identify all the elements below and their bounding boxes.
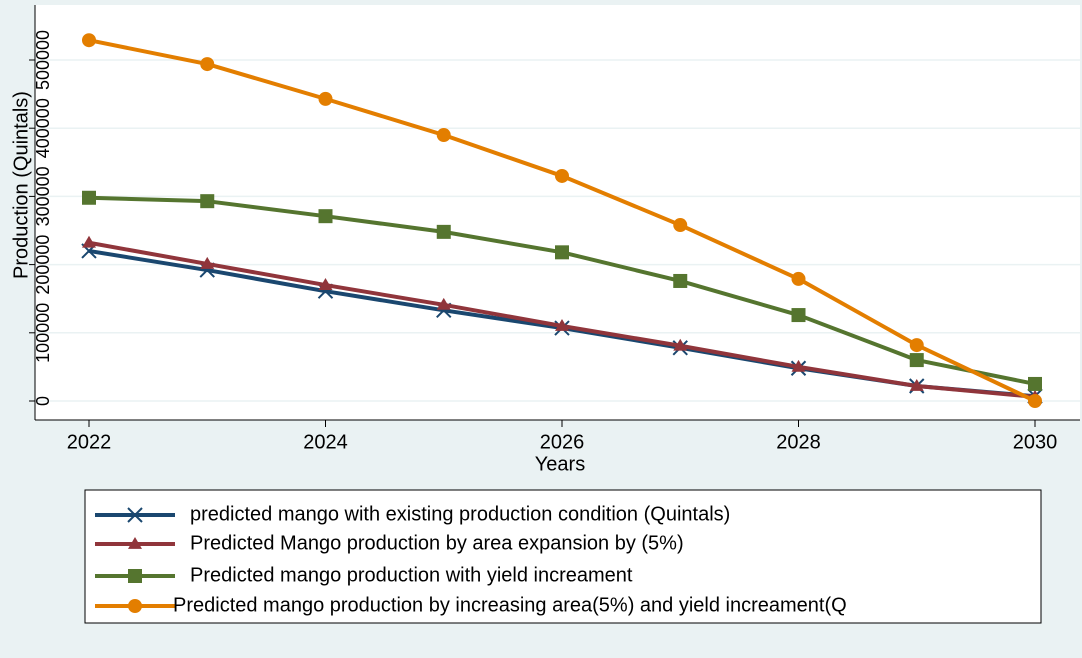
legend-label: Predicted Mango production by area expan… — [190, 532, 684, 554]
legend: predicted mango with existing production… — [95, 503, 847, 616]
marker — [555, 168, 569, 183]
y-tick-label: 300000 — [33, 166, 53, 226]
y-tick-label: 500000 — [33, 30, 53, 90]
marker — [128, 537, 142, 549]
marker — [127, 507, 143, 523]
marker — [200, 57, 215, 72]
marker — [128, 599, 142, 613]
legend-label: Predicted mango production by increasing… — [173, 594, 847, 616]
marker — [318, 278, 333, 290]
marker — [673, 338, 688, 351]
x-tick-label: 2024 — [303, 431, 348, 453]
y-tick-label: 100000 — [33, 303, 53, 363]
marker — [1028, 394, 1042, 408]
y-tick-label: 0 — [33, 396, 53, 406]
marker — [318, 209, 333, 224]
marker — [436, 297, 451, 310]
marker — [909, 338, 924, 353]
marker — [909, 378, 924, 391]
marker — [791, 271, 806, 286]
marker — [673, 273, 688, 288]
y-axis-title: Production (Quintals) — [10, 91, 32, 279]
plot-area — [35, 5, 1080, 420]
marker — [555, 245, 569, 260]
marker — [128, 569, 142, 583]
marker — [909, 353, 924, 368]
marker — [82, 190, 96, 205]
marker — [200, 256, 215, 269]
marker — [791, 308, 806, 323]
series-layer — [81, 33, 1043, 408]
marker — [82, 33, 96, 48]
marker — [436, 128, 451, 143]
x-tick-label: 2022 — [67, 431, 112, 453]
marker — [1028, 376, 1042, 391]
marker — [555, 318, 569, 331]
x-axis-title: Years — [535, 453, 585, 475]
x-tick-label: 2026 — [540, 431, 585, 453]
x-tick-label: 2030 — [1013, 431, 1058, 453]
marker — [318, 91, 333, 106]
grid: 0 100000 200000 300000 400000 500000 2022 2024 2… — [29, 30, 1080, 453]
legend-box — [84, 489, 1042, 624]
marker — [436, 224, 451, 239]
legend-label: Predicted mango production with yield in… — [190, 564, 633, 586]
marker — [791, 359, 806, 372]
marker — [82, 235, 96, 248]
y-tick-label: 200000 — [33, 235, 53, 295]
x-tick-label: 2028 — [776, 431, 821, 453]
y-tick-label: 400000 — [33, 98, 53, 158]
marker — [200, 194, 215, 209]
marker — [673, 218, 688, 233]
legend-label: predicted mango with existing production… — [190, 503, 730, 525]
